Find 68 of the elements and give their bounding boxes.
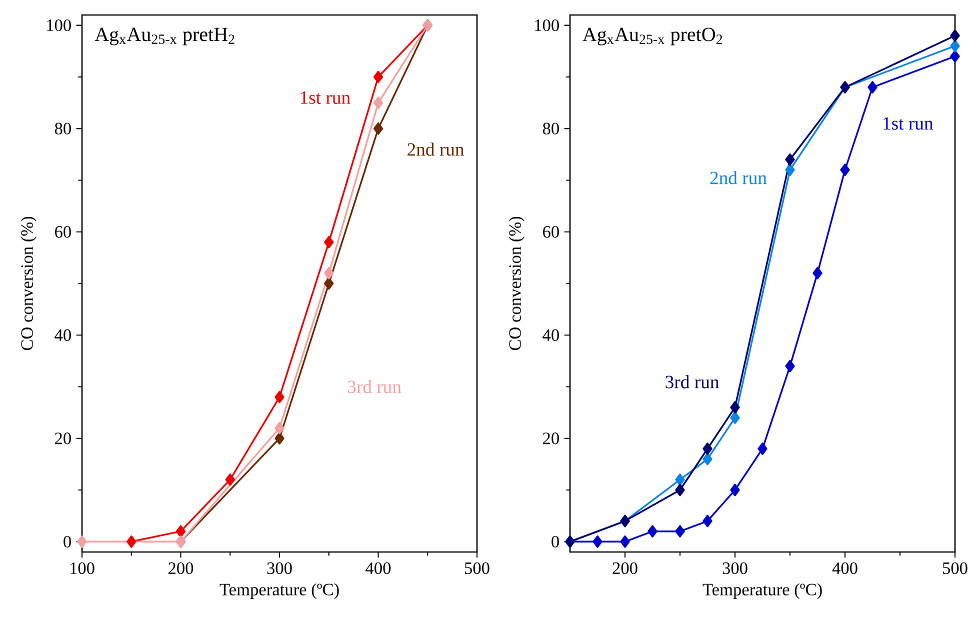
x-tick-label: 400 [832,562,858,574]
point [373,70,384,84]
y-tick-label: 40 [54,329,71,341]
point [324,266,334,280]
text: Ag$_{x}$Au$_{25-x}$ pretH$_{2}$ [94,28,234,46]
point [648,525,658,538]
point [675,473,685,486]
y-tick-label: 60 [55,226,71,238]
y-tick-label: 40 [542,329,559,341]
x-tick-label: 500 [943,562,968,574]
x-tick-label: 200 [612,562,638,574]
x-tick-label: 500 [465,562,490,574]
y-tick-label: 20 [55,432,71,444]
point [702,442,712,455]
x-axis-title: Temperature (ºC) [220,583,339,599]
point [373,122,384,135]
point [274,390,284,404]
point [373,96,384,109]
x-tick-label: 200 [168,562,194,574]
text: 3rd run [348,380,402,394]
point [274,422,284,434]
point [730,484,740,496]
point [225,473,235,486]
series-label: 2nd run [710,171,767,184]
y-tick-label: 80 [542,122,559,134]
point [702,452,712,466]
point [840,164,850,176]
point [950,50,960,62]
y-tick-label: 20 [543,432,559,444]
point [77,535,87,548]
point [758,442,768,455]
point [950,40,960,52]
y-tick-label: 80 [54,122,71,134]
point [176,525,186,538]
y-tick-label: 100 [47,19,71,32]
series-label: 1st run [300,91,350,104]
point [812,266,822,280]
y-tick-label: 0 [552,536,559,548]
series-label: 2nd run [408,142,464,156]
point [126,535,136,548]
series-label: 3rd run [666,375,719,388]
point [702,514,712,528]
point [785,153,795,166]
point [785,360,795,372]
y-axis-title: CO conversion (%) [20,216,36,350]
y-tick-label: 60 [543,226,559,238]
point [730,401,740,414]
point [324,277,334,290]
point [675,484,685,496]
x-tick-label: 300 [267,562,292,574]
x-tick-label: 100 [70,562,94,574]
y-tick-label: 0 [64,536,71,548]
y-axis-title: CO conversion (%) [508,216,524,350]
series-label: 1st run [884,117,934,130]
y-tick-label: 100 [535,19,559,32]
point [324,236,334,248]
point [620,535,630,548]
x-tick-label: 400 [366,562,391,574]
point [730,412,740,424]
point [274,432,284,445]
point [785,164,795,176]
point [675,525,685,538]
point [950,29,960,42]
point [592,535,602,548]
x-tick-label: 300 [722,562,748,574]
point [868,81,878,94]
text: Ag$_{x}$Au$_{25-x}$ pretO$_{2}$ [582,28,722,46]
x-axis-title: Temperature (ºC) [702,583,822,599]
